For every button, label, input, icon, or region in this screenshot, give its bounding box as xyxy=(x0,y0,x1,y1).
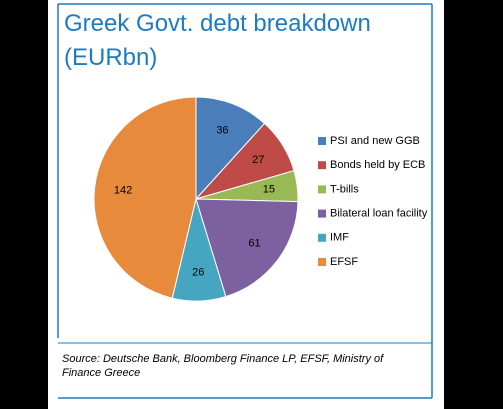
legend-label: Bonds held by ECB xyxy=(330,159,425,171)
chart-subtitle: (EURbn) xyxy=(64,44,157,71)
legend-swatch xyxy=(318,137,326,145)
legend-label: EFSF xyxy=(330,256,358,268)
legend-label: PSI and new GGB xyxy=(330,135,420,147)
legend-swatch xyxy=(318,209,326,218)
legend-label: Bilateral loan facility xyxy=(330,208,428,220)
data-label: 36 xyxy=(216,124,228,136)
legend-swatch xyxy=(318,258,326,266)
data-label: 15 xyxy=(263,184,275,196)
chart-title: Greek Govt. debt breakdown xyxy=(64,10,371,37)
data-label: 27 xyxy=(252,154,264,166)
pie-slice xyxy=(195,96,266,201)
pie-slice xyxy=(195,198,299,298)
legend-label: IMF xyxy=(330,232,349,244)
legend-swatch xyxy=(318,185,326,194)
legend-swatch xyxy=(318,161,326,170)
data-label: 26 xyxy=(192,266,204,278)
source: Source: Deutsche Bank, Bloomberg Finance… xyxy=(62,353,384,379)
data-label: 142 xyxy=(114,184,132,196)
legend-swatch xyxy=(318,233,326,242)
pie-slice xyxy=(93,96,197,299)
data-label: 61 xyxy=(248,237,260,249)
legend-label: T-bills xyxy=(330,183,359,195)
source-box: Source: Deutsche Bank, Bloomberg Finance… xyxy=(62,353,384,379)
